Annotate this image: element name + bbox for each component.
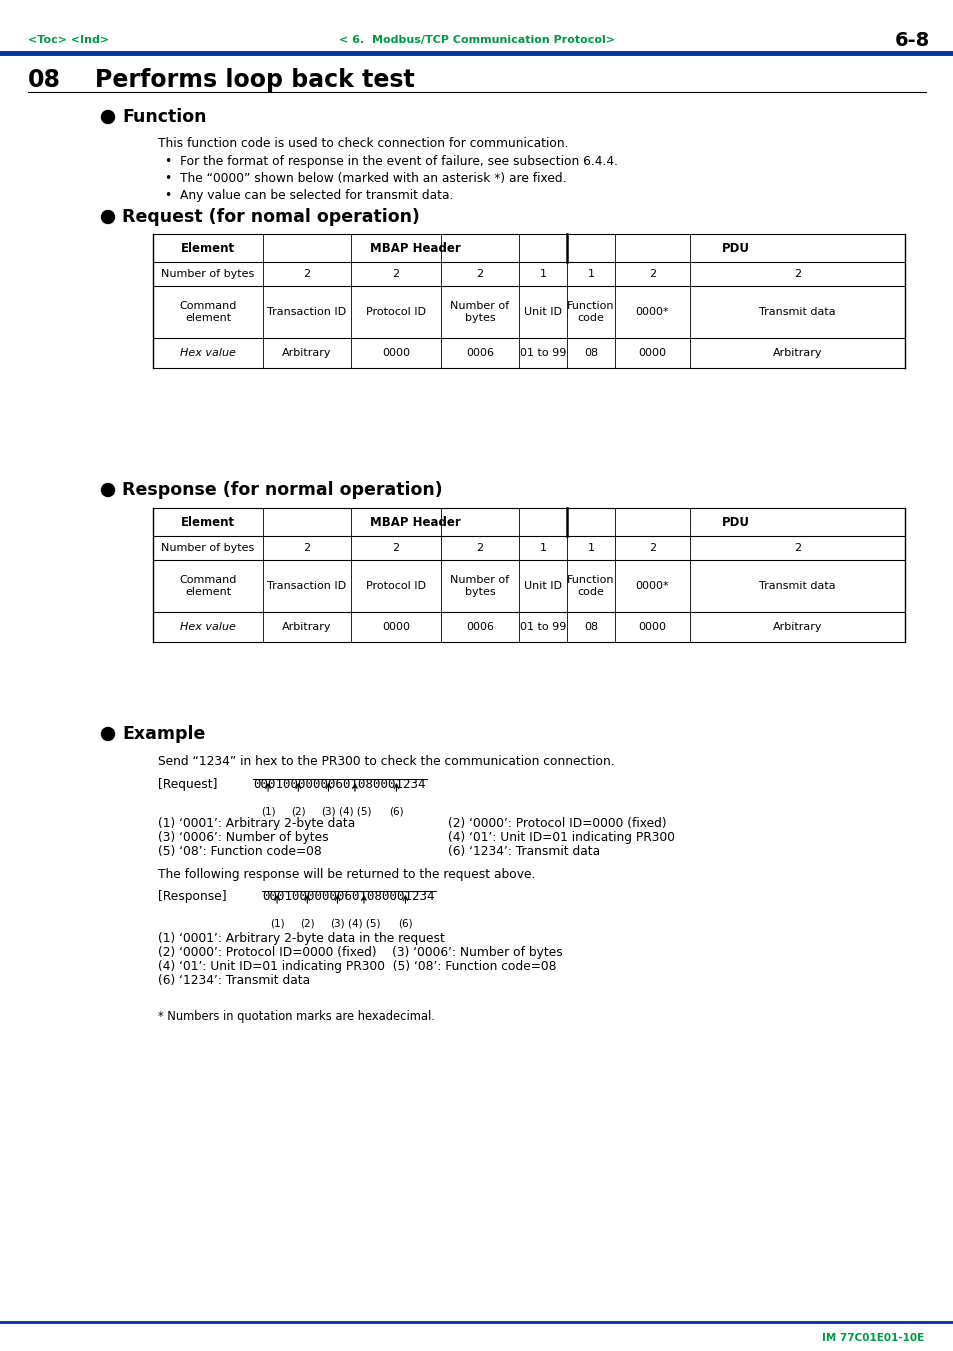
Text: Element: Element [181,516,234,528]
Text: (2): (2) [291,807,305,817]
Text: 08: 08 [28,68,61,92]
Text: 2: 2 [793,269,801,280]
Text: Arbitrary: Arbitrary [772,621,821,632]
Text: (6): (6) [389,807,403,817]
Text: Protocol ID: Protocol ID [366,307,426,317]
Circle shape [101,111,114,123]
Text: Number of
bytes: Number of bytes [450,301,509,323]
Text: •  The “0000” shown below (marked with an asterisk *) are fixed.: • The “0000” shown below (marked with an… [165,172,566,185]
Text: (1) ‘0001’: Arbitrary 2-byte data: (1) ‘0001’: Arbitrary 2-byte data [158,817,355,830]
Text: 08: 08 [583,621,598,632]
Text: MBAP Header: MBAP Header [369,242,460,254]
Text: Performs loop back test: Performs loop back test [95,68,415,92]
Text: (4) ‘01’: Unit ID=01 indicating PR300  (5) ‘08’: Function code=08: (4) ‘01’: Unit ID=01 indicating PR300 (5… [158,961,556,973]
Text: IM 77C01E01-10E: IM 77C01E01-10E [821,1333,923,1343]
Text: 0000: 0000 [638,621,666,632]
Text: 2: 2 [648,269,656,280]
Text: (1): (1) [260,807,275,817]
Text: (4) (5): (4) (5) [347,919,380,929]
Text: Arbitrary: Arbitrary [282,621,332,632]
Text: Number of bytes: Number of bytes [161,269,254,280]
Text: <Toc> <Ind>: <Toc> <Ind> [28,35,109,45]
Text: < 6.  Modbus/TCP Communication Protocol>: < 6. Modbus/TCP Communication Protocol> [338,35,615,45]
Text: •  For the format of response in the event of failure, see subsection 6.4.4.: • For the format of response in the even… [165,155,618,168]
Text: Arbitrary: Arbitrary [282,349,332,358]
Text: MBAP Header: MBAP Header [369,516,460,528]
Text: Transmit data: Transmit data [759,581,835,590]
Text: 08: 08 [583,349,598,358]
Text: (6) ‘1234’: Transmit data: (6) ‘1234’: Transmit data [158,974,310,988]
Text: 1: 1 [539,543,546,553]
Text: Transaction ID: Transaction ID [267,307,346,317]
Text: 0000*: 0000* [635,581,669,590]
Text: 2: 2 [476,269,483,280]
Text: 2: 2 [476,543,483,553]
Text: 01 to 99: 01 to 99 [519,621,565,632]
Circle shape [101,484,114,497]
Text: Unit ID: Unit ID [523,581,561,590]
Circle shape [101,211,114,223]
Text: Unit ID: Unit ID [523,307,561,317]
Text: 2: 2 [793,543,801,553]
Text: PDU: PDU [721,516,749,528]
Text: Send “1234” in hex to the PR300 to check the communication connection.: Send “1234” in hex to the PR300 to check… [158,755,614,767]
Text: [Response]: [Response] [158,890,227,902]
Text: (5) ‘08’: Function code=08: (5) ‘08’: Function code=08 [158,844,321,858]
Text: Command
element: Command element [179,576,236,597]
Text: Hex value: Hex value [180,349,235,358]
Text: 01 to 99: 01 to 99 [519,349,565,358]
Text: •  Any value can be selected for transmit data.: • Any value can be selected for transmit… [165,189,453,203]
Text: (6): (6) [397,919,413,929]
Text: [Request]: [Request] [158,778,217,790]
Text: (2): (2) [299,919,314,929]
Text: This function code is used to check connection for communication.: This function code is used to check conn… [158,136,568,150]
Text: 2: 2 [648,543,656,553]
Text: (6) ‘1234’: Transmit data: (6) ‘1234’: Transmit data [448,844,599,858]
Text: 0006: 0006 [465,621,494,632]
Text: (4) (5): (4) (5) [338,807,371,817]
Text: 0006: 0006 [465,349,494,358]
Text: (1): (1) [270,919,284,929]
Text: Function: Function [122,108,206,126]
Text: Arbitrary: Arbitrary [772,349,821,358]
Text: Function
code: Function code [567,576,614,597]
Text: Element: Element [181,242,234,254]
Text: (2) ‘0000’: Protocol ID=0000 (fixed)    (3) ‘0006’: Number of bytes: (2) ‘0000’: Protocol ID=0000 (fixed) (3)… [158,946,562,959]
Text: (4) ‘01’: Unit ID=01 indicating PR300: (4) ‘01’: Unit ID=01 indicating PR300 [448,831,675,844]
Text: 1: 1 [587,543,594,553]
Text: 00010000000601080001234: 00010000000601080001234 [253,778,425,790]
Text: Protocol ID: Protocol ID [366,581,426,590]
Text: 0000: 0000 [638,349,666,358]
Text: 6-8: 6-8 [894,31,929,50]
Text: Transmit data: Transmit data [759,307,835,317]
Text: (2) ‘0000’: Protocol ID=0000 (fixed): (2) ‘0000’: Protocol ID=0000 (fixed) [448,817,666,830]
Text: 2: 2 [392,543,399,553]
Text: Example: Example [122,725,205,743]
Text: 00010000000601080001234: 00010000000601080001234 [262,890,434,902]
Text: * Numbers in quotation marks are hexadecimal.: * Numbers in quotation marks are hexadec… [158,1011,435,1023]
Text: 0000: 0000 [381,621,410,632]
Text: Number of
bytes: Number of bytes [450,576,509,597]
Text: Hex value: Hex value [180,621,235,632]
Text: 2: 2 [303,543,311,553]
Text: PDU: PDU [721,242,749,254]
Text: 0000: 0000 [381,349,410,358]
Text: The following response will be returned to the request above.: The following response will be returned … [158,867,535,881]
Text: (3): (3) [321,807,335,817]
Text: (3) ‘0006’: Number of bytes: (3) ‘0006’: Number of bytes [158,831,328,844]
Text: (1) ‘0001’: Arbitrary 2-byte data in the request: (1) ‘0001’: Arbitrary 2-byte data in the… [158,932,444,944]
Text: (3): (3) [330,919,344,929]
Text: 1: 1 [587,269,594,280]
Text: Request (for nomal operation): Request (for nomal operation) [122,208,419,226]
Text: 2: 2 [392,269,399,280]
Circle shape [101,727,114,740]
Text: Transaction ID: Transaction ID [267,581,346,590]
Text: 1: 1 [539,269,546,280]
Text: Response (for normal operation): Response (for normal operation) [122,481,442,499]
Text: Number of bytes: Number of bytes [161,543,254,553]
Text: 2: 2 [303,269,311,280]
Text: Command
element: Command element [179,301,236,323]
Text: 0000*: 0000* [635,307,669,317]
Text: Function
code: Function code [567,301,614,323]
